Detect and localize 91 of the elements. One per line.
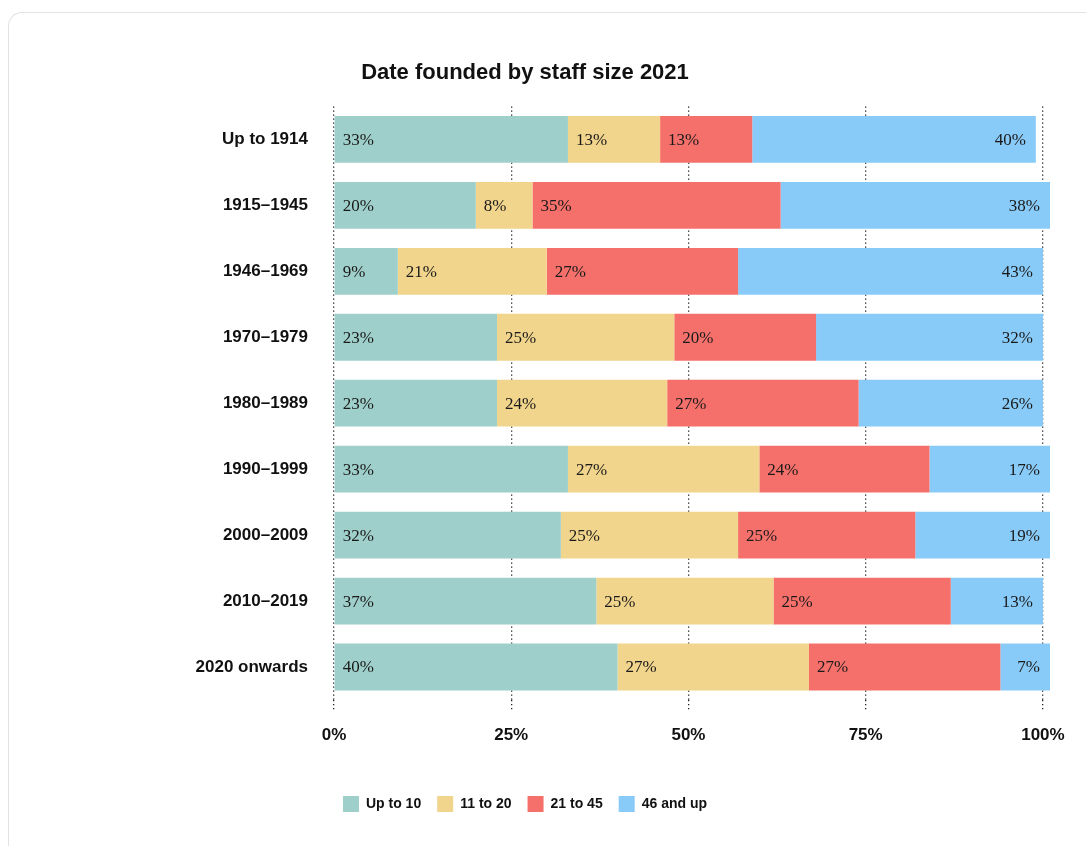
- data-label: 20%: [682, 327, 714, 347]
- bar: [532, 181, 781, 229]
- bar: [334, 115, 568, 163]
- y-tick-label: 1915–1945: [222, 195, 308, 215]
- y-tick-label: 1980–1989: [222, 392, 308, 412]
- x-tick-label: 25%: [494, 724, 529, 744]
- bar: [567, 445, 760, 493]
- bar: [397, 247, 547, 295]
- data-label: 26%: [1001, 393, 1033, 413]
- data-label: 25%: [505, 327, 537, 347]
- chart-title: Date founded by staff size 2021: [361, 59, 689, 85]
- bar: [475, 181, 533, 229]
- data-label: 35%: [540, 195, 572, 215]
- bar: [950, 577, 1043, 625]
- data-label: 25%: [781, 591, 813, 611]
- data-label: 21%: [405, 261, 437, 281]
- bar: [773, 577, 951, 625]
- data-label: 33%: [342, 129, 374, 149]
- data-label: 40%: [342, 657, 374, 677]
- bar: [738, 247, 1043, 295]
- bar: [617, 643, 809, 691]
- data-label: 24%: [505, 393, 537, 413]
- data-label: 13%: [668, 129, 700, 149]
- bar: [915, 511, 1050, 559]
- data-label: 20%: [342, 195, 374, 215]
- bar: [1000, 643, 1050, 691]
- legend-label: 46 and up: [641, 794, 708, 811]
- bar: [738, 511, 916, 559]
- bar: [667, 379, 859, 427]
- bar: [334, 577, 597, 625]
- y-tick-label: 2020 onwards: [195, 656, 308, 676]
- bar: [497, 379, 668, 427]
- data-label: 13%: [575, 129, 608, 149]
- data-label: 23%: [342, 327, 374, 347]
- data-label: 8%: [483, 195, 507, 215]
- data-label: 32%: [1001, 327, 1033, 347]
- bar: [780, 181, 1050, 229]
- bar: [759, 445, 930, 493]
- bar: [334, 445, 568, 493]
- y-tick-label: 1970–1979: [222, 326, 308, 346]
- data-label: 24%: [767, 459, 799, 479]
- data-label: 17%: [1008, 459, 1040, 479]
- bar: [334, 379, 498, 427]
- x-tick-label: 100%: [1021, 724, 1065, 744]
- data-label: 27%: [675, 393, 707, 413]
- bar: [674, 313, 817, 361]
- bar: [334, 511, 561, 559]
- x-tick-label: 0%: [321, 724, 347, 744]
- data-label: 38%: [1008, 195, 1040, 215]
- y-tick-label: 1946–1969: [222, 260, 308, 280]
- bar: [334, 181, 476, 229]
- bar: [334, 247, 398, 295]
- data-label: 13%: [1001, 591, 1033, 611]
- data-label: 9%: [342, 261, 366, 281]
- data-label: 27%: [816, 657, 849, 677]
- data-label: 27%: [554, 261, 586, 281]
- x-tick-label: 75%: [848, 724, 883, 744]
- bar: [752, 115, 1036, 163]
- data-label: 25%: [746, 525, 778, 545]
- data-label: 32%: [342, 525, 374, 545]
- bar: [334, 643, 618, 691]
- data-label: 7%: [1017, 657, 1040, 677]
- data-label: 23%: [342, 393, 374, 413]
- legend-label: 11 to 20: [460, 794, 512, 811]
- y-tick-label: Up to 1914: [222, 129, 309, 149]
- data-label: 25%: [568, 525, 601, 545]
- bar: [660, 115, 753, 163]
- data-label: 37%: [342, 591, 374, 611]
- data-label: 43%: [1001, 261, 1033, 281]
- data-label: 40%: [994, 129, 1026, 149]
- x-tick-label: 50%: [671, 724, 706, 744]
- bar: [808, 643, 1001, 691]
- bar: [560, 511, 739, 559]
- bar: [816, 313, 1043, 361]
- data-label: 27%: [575, 459, 608, 479]
- data-label: 33%: [342, 459, 374, 479]
- y-tick-label: 2000–2009: [222, 524, 308, 544]
- bar: [334, 313, 498, 361]
- data-label: 25%: [604, 591, 636, 611]
- bar: [596, 577, 774, 625]
- data-label: 19%: [1008, 525, 1040, 545]
- y-tick-label: 2010–2019: [222, 590, 308, 610]
- data-label: 27%: [625, 657, 657, 677]
- legend-label: 21 to 45: [550, 794, 603, 811]
- bar: [546, 247, 739, 295]
- bar: [929, 445, 1050, 493]
- bar: [497, 313, 675, 361]
- y-tick-label: 1990–1999: [222, 458, 308, 478]
- bar: [858, 379, 1043, 427]
- legend-label: Up to 10: [365, 794, 422, 811]
- bar: [567, 115, 661, 163]
